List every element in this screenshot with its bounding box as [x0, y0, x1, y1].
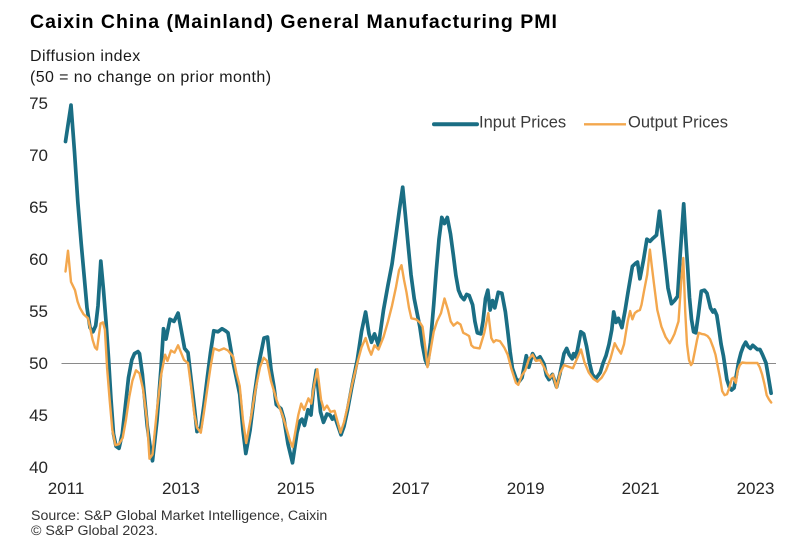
- svg-text:2021: 2021: [622, 479, 660, 498]
- svg-text:2015: 2015: [277, 479, 315, 498]
- svg-text:2011: 2011: [48, 479, 85, 498]
- svg-text:Output Prices: Output Prices: [628, 114, 728, 132]
- svg-text:2023: 2023: [737, 479, 775, 498]
- svg-text:60: 60: [29, 250, 48, 269]
- svg-text:2017: 2017: [392, 479, 430, 498]
- svg-text:75: 75: [29, 94, 48, 113]
- svg-text:65: 65: [29, 198, 48, 217]
- svg-text:45: 45: [29, 406, 48, 425]
- svg-text:70: 70: [29, 146, 48, 165]
- svg-text:2019: 2019: [507, 479, 545, 498]
- svg-text:50: 50: [29, 354, 48, 373]
- svg-text:2013: 2013: [162, 479, 200, 498]
- svg-text:55: 55: [29, 302, 48, 321]
- svg-text:Input Prices: Input Prices: [479, 114, 566, 132]
- svg-text:40: 40: [29, 458, 48, 477]
